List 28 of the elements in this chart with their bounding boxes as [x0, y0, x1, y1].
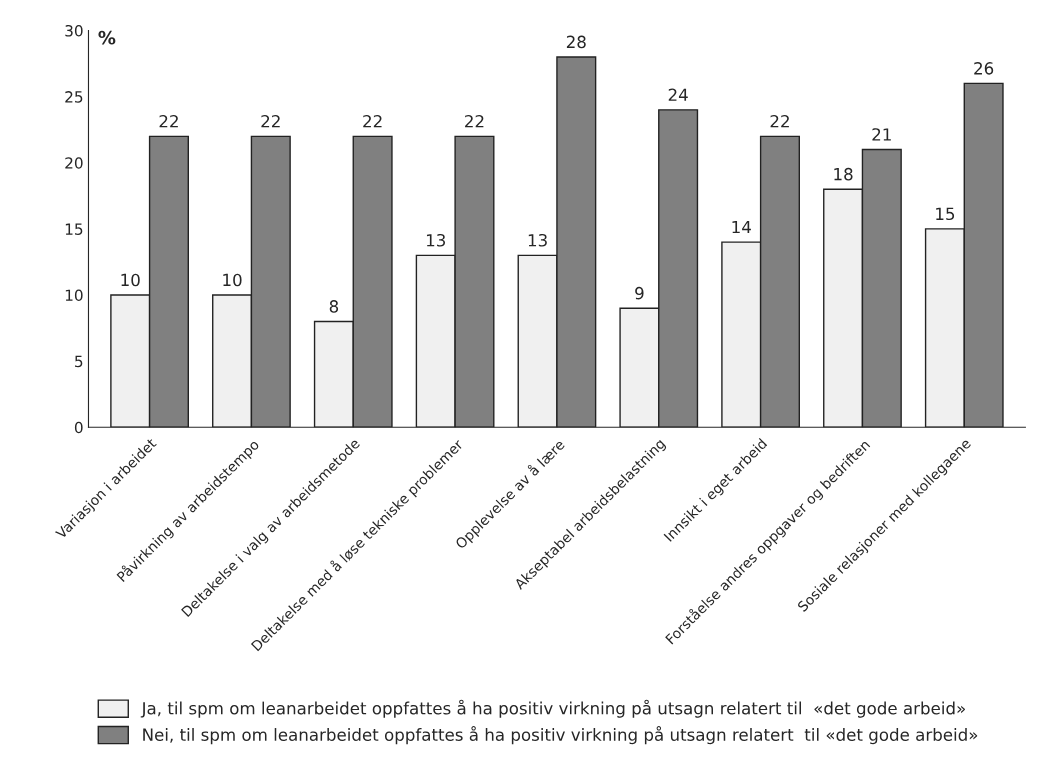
y-tick-label: 20: [65, 157, 83, 169]
data-label: 26: [974, 62, 994, 75]
y-axis-title: %: [98, 30, 116, 45]
data-label: 24: [668, 88, 688, 101]
data-label: 21: [872, 128, 891, 141]
data-label: 13: [528, 233, 547, 247]
data-label: 10: [223, 273, 242, 287]
data-label: 28: [566, 35, 586, 49]
y-tick-label: 15: [65, 223, 83, 235]
y-tick-label: 10: [65, 289, 83, 302]
data-label: 22: [159, 114, 178, 128]
data-label: 10: [121, 273, 140, 287]
data-label: 22: [261, 114, 280, 128]
y-tick-label: 5: [75, 355, 83, 368]
data-label: 15: [936, 207, 955, 221]
data-label: 9: [635, 286, 644, 300]
data-label: 14: [732, 220, 751, 234]
y-tick-label: 0: [74, 421, 83, 434]
data-label: 8: [329, 300, 339, 313]
data-label: 22: [770, 114, 789, 128]
y-tick-label: 30: [65, 24, 83, 37]
legend-label: Nei, til spm om leanarbeidet oppfattes å ha positiv virkning på utsagn relatert til «det gode arbeid»: [143, 726, 978, 745]
data-label: 22: [465, 114, 484, 128]
data-label: 18: [834, 167, 853, 181]
y-tick-label: 25: [65, 91, 83, 103]
data-label: 22: [363, 114, 382, 128]
data-label: 13: [426, 233, 446, 247]
legend-label: Ja, til spm om leanarbeidet oppfattes å ha positiv virkning på utsagn relatert til «det gode arbeid»: [140, 699, 965, 718]
